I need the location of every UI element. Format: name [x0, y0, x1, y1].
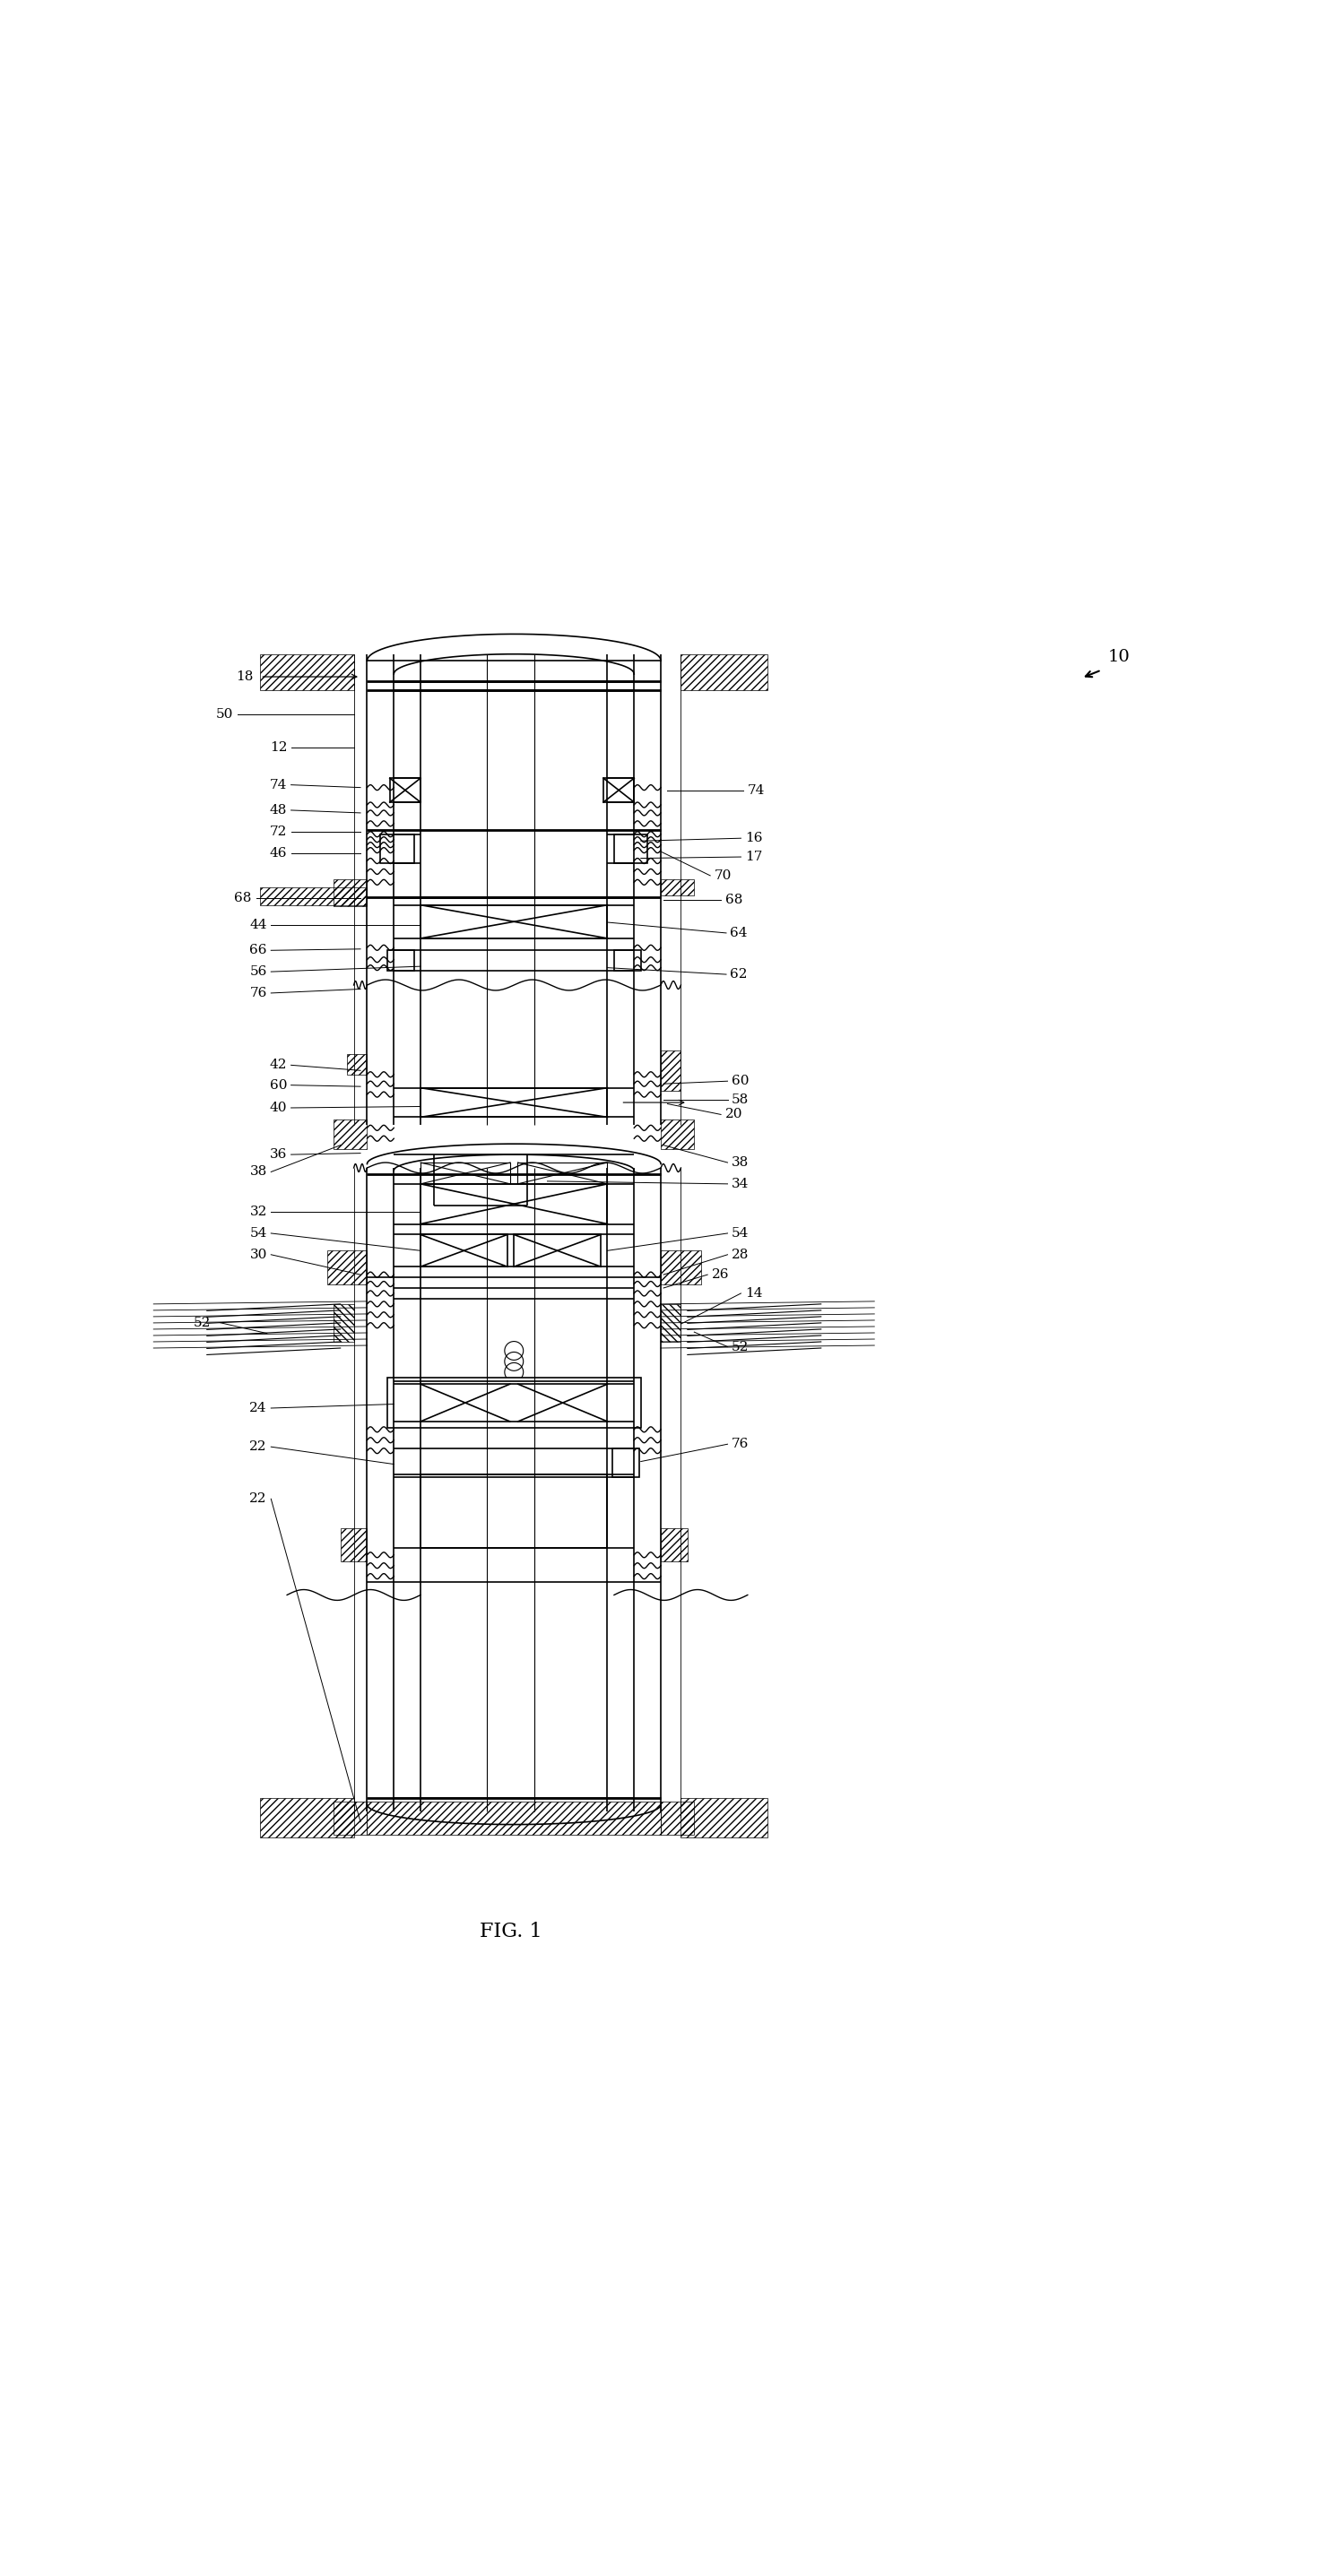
Text: 20: 20: [725, 1108, 742, 1121]
Text: 58: 58: [732, 1095, 749, 1105]
Bar: [661, 1121, 694, 1149]
Bar: [260, 1798, 354, 1837]
Text: 60: 60: [732, 1074, 749, 1087]
Bar: [614, 835, 647, 863]
Text: 14: 14: [745, 1288, 762, 1301]
Text: 28: 28: [732, 1249, 749, 1260]
Text: 22: 22: [250, 1440, 267, 1453]
Bar: [681, 1798, 768, 1837]
Bar: [661, 878, 694, 896]
Bar: [334, 1303, 354, 1342]
Text: 24: 24: [250, 1401, 267, 1414]
Text: 74: 74: [270, 778, 287, 791]
Text: 76: 76: [732, 1437, 749, 1450]
Text: 52: 52: [732, 1340, 749, 1352]
Text: 68: 68: [234, 891, 251, 904]
Bar: [661, 1051, 681, 1090]
Bar: [603, 778, 634, 801]
Text: 60: 60: [270, 1079, 287, 1092]
Bar: [421, 1162, 510, 1185]
Bar: [421, 1476, 607, 1548]
Bar: [367, 1801, 661, 1834]
Bar: [260, 889, 367, 904]
Text: 54: 54: [732, 1226, 749, 1239]
Bar: [518, 1162, 607, 1185]
Text: 32: 32: [250, 1206, 267, 1218]
Bar: [421, 1383, 510, 1422]
Text: 46: 46: [270, 848, 287, 860]
Bar: [661, 1303, 681, 1342]
Bar: [514, 1234, 601, 1267]
Bar: [390, 778, 421, 801]
Bar: [260, 654, 354, 690]
Text: 48: 48: [270, 804, 287, 817]
Text: 66: 66: [250, 943, 267, 956]
Text: 74: 74: [748, 783, 765, 796]
Text: 34: 34: [732, 1177, 749, 1190]
Text: 70: 70: [714, 868, 732, 881]
Text: 56: 56: [250, 966, 267, 979]
Text: 40: 40: [270, 1103, 287, 1113]
Text: 62: 62: [730, 969, 748, 981]
Bar: [681, 654, 768, 690]
Bar: [340, 1528, 367, 1561]
Text: 72: 72: [270, 824, 287, 837]
Text: 26: 26: [712, 1267, 729, 1280]
Text: 42: 42: [270, 1059, 287, 1072]
Text: 52: 52: [194, 1316, 211, 1329]
Text: 12: 12: [270, 742, 287, 755]
Bar: [661, 1249, 701, 1283]
Text: 76: 76: [250, 987, 267, 999]
Text: 17: 17: [745, 850, 762, 863]
Text: 54: 54: [250, 1226, 267, 1239]
Text: 10: 10: [1108, 649, 1131, 665]
Text: 16: 16: [745, 832, 762, 845]
Text: 30: 30: [250, 1249, 267, 1260]
Text: FIG. 1: FIG. 1: [481, 1922, 542, 1942]
Text: 64: 64: [730, 927, 748, 940]
Bar: [380, 835, 414, 863]
Text: 68: 68: [725, 894, 742, 907]
Bar: [518, 1383, 607, 1422]
Bar: [421, 1234, 507, 1267]
Text: 18: 18: [236, 670, 254, 683]
Bar: [334, 1121, 367, 1149]
Text: 38: 38: [250, 1164, 267, 1177]
Bar: [421, 904, 607, 938]
Text: 44: 44: [250, 920, 267, 933]
Bar: [387, 951, 414, 971]
Bar: [421, 1087, 607, 1118]
Bar: [334, 878, 367, 907]
Text: 22: 22: [250, 1492, 267, 1504]
Bar: [387, 1378, 641, 1427]
Text: 50: 50: [216, 708, 234, 721]
Bar: [661, 1801, 694, 1834]
Bar: [614, 951, 641, 971]
Bar: [661, 1528, 688, 1561]
Bar: [327, 1249, 367, 1283]
Bar: [613, 1448, 639, 1479]
Text: 38: 38: [732, 1157, 749, 1170]
Bar: [334, 1801, 367, 1834]
Bar: [421, 1185, 607, 1224]
Bar: [347, 1054, 367, 1074]
Text: 36: 36: [270, 1149, 287, 1162]
